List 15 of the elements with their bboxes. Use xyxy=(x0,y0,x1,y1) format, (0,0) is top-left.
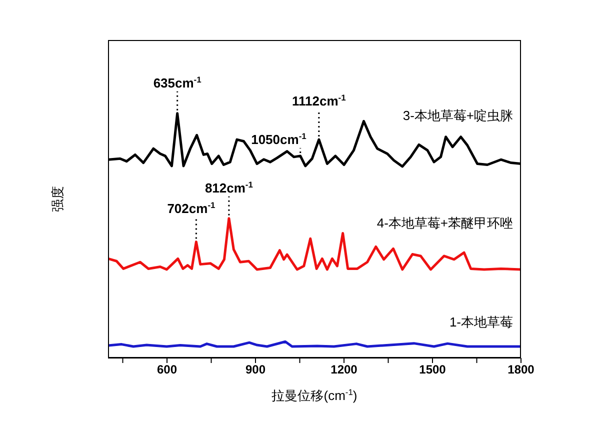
series-label: 3-本地草莓+啶虫脒 xyxy=(402,108,513,123)
annotation: 1050cm$^{-1}$ xyxy=(251,130,307,147)
x-tick-label: 1200 xyxy=(330,362,358,377)
y-axis-title: 强度 xyxy=(49,186,66,212)
x-tick-label: 1500 xyxy=(419,362,446,377)
series-label: 4-本地草莓+苯醚甲环唑 xyxy=(376,215,513,230)
series-label: 1-本地草莓 xyxy=(449,314,513,330)
x-tick-label: 1800 xyxy=(508,362,535,377)
x-tick-label: 600 xyxy=(156,362,178,377)
annotation: 635cm$^{-1}$ xyxy=(153,74,202,90)
annotation: 702cm$^{-1}$ xyxy=(167,200,216,216)
annotation: 1112cm$^{-1}$ xyxy=(292,92,346,109)
x-tick-label: 900 xyxy=(245,362,266,377)
annotation: 812cm$^{-1}$ xyxy=(204,179,254,196)
x-axis-title: 拉曼位移(cm$^{-1}$) xyxy=(272,387,358,403)
